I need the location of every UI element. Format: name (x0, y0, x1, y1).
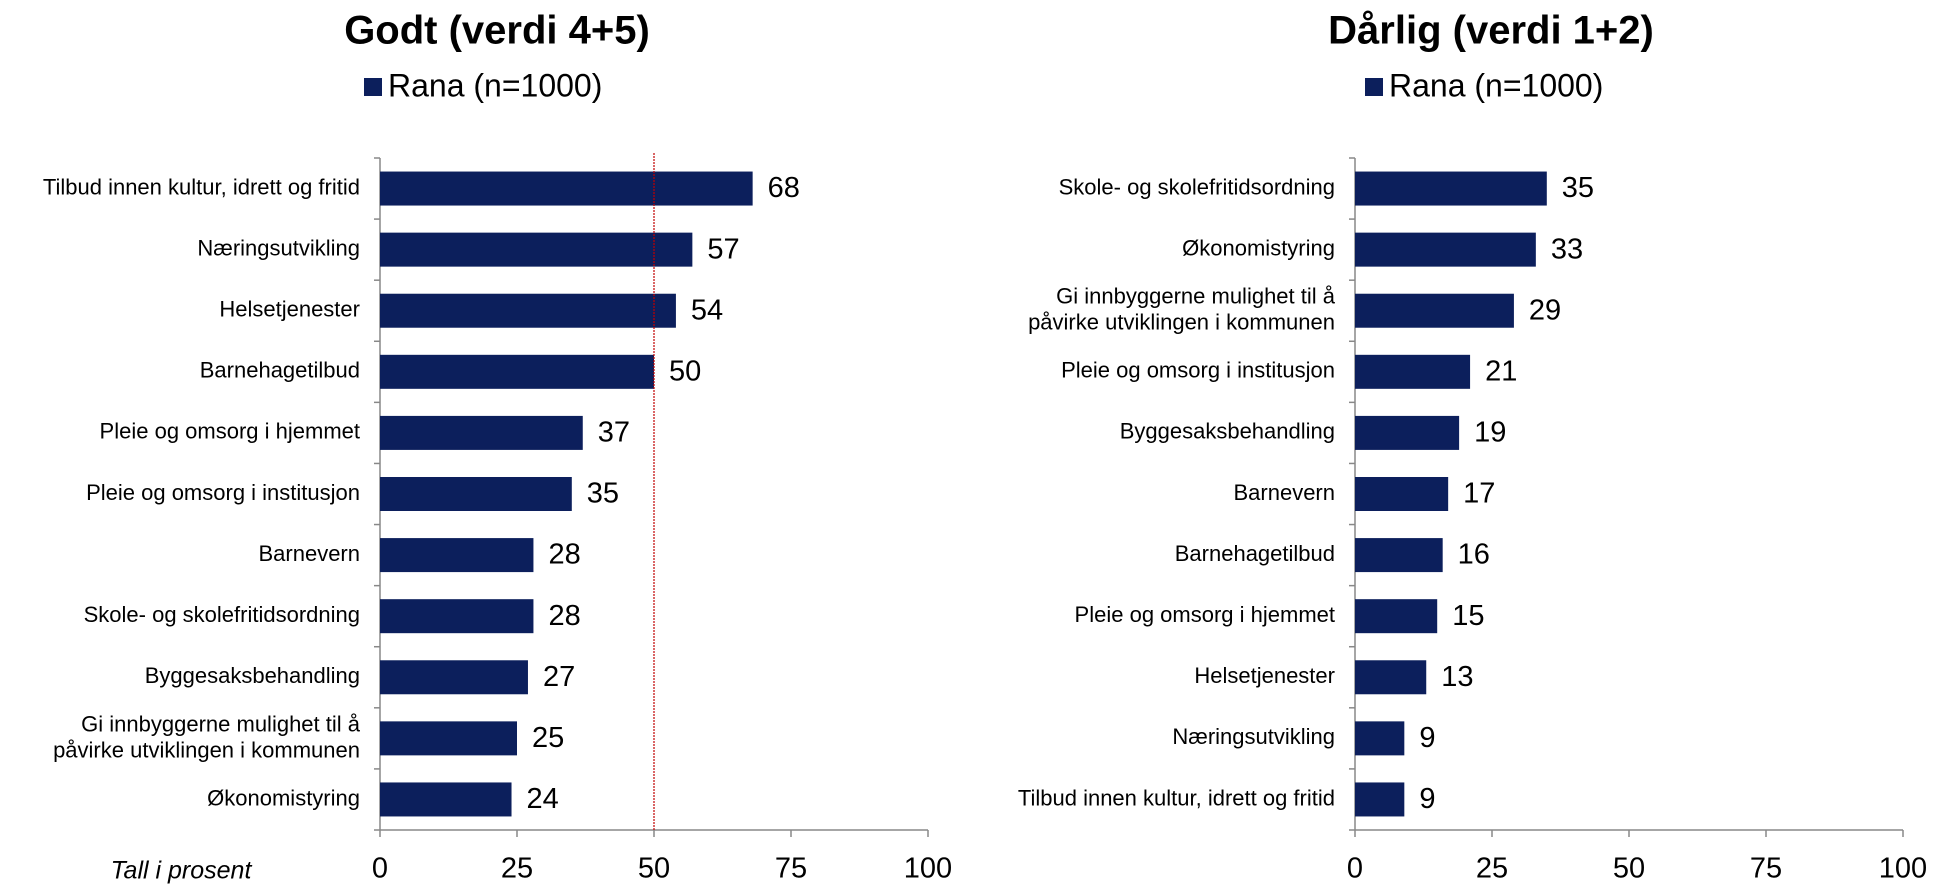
value-label: 68 (768, 172, 800, 204)
bar (380, 599, 534, 634)
x-tick-label: 50 (638, 853, 670, 885)
category-label: Næringsutvikling (1172, 724, 1335, 749)
category-label: Byggesaksbehandling (145, 663, 360, 688)
bar (380, 782, 512, 817)
bar (380, 660, 528, 695)
x-tick-label: 100 (1879, 853, 1927, 885)
value-label: 19 (1474, 417, 1506, 449)
category-label: Pleie og omsorg i hjemmet (100, 419, 360, 444)
bar (1355, 415, 1460, 450)
x-tick-label: 0 (372, 853, 388, 885)
category-label: Pleie og omsorg i institusjon (86, 480, 360, 505)
bar (380, 477, 572, 511)
bar (1355, 782, 1405, 817)
value-label: 24 (527, 783, 559, 815)
value-label: 37 (598, 417, 630, 449)
bar (1355, 293, 1514, 328)
value-label: 29 (1529, 294, 1561, 326)
x-tick-label: 25 (1476, 853, 1508, 885)
category-label: Helsetjenester (1194, 663, 1335, 688)
category-label: Økonomistyring (1182, 235, 1335, 260)
x-tick-label: 75 (775, 853, 807, 885)
value-label: 13 (1441, 661, 1473, 693)
bar (1355, 538, 1443, 573)
category-label: Økonomistyring (207, 785, 360, 810)
category-label: Barnehagetilbud (1175, 541, 1335, 566)
category-label: Tilbud innen kultur, idrett og fritid (1018, 785, 1335, 810)
value-label: 9 (1419, 783, 1435, 815)
bar (380, 171, 753, 206)
x-tick-label: 75 (1750, 853, 1782, 885)
x-tick-label: 25 (501, 853, 533, 885)
category-label: Tilbud innen kultur, idrett og fritid (43, 174, 360, 199)
bar (380, 415, 583, 450)
value-label: 33 (1551, 233, 1583, 265)
legend-label: Rana (n=1000) (388, 67, 602, 103)
chart-title: Godt (verdi 4+5) (344, 9, 650, 53)
bar (1355, 232, 1536, 267)
bar (1355, 721, 1405, 756)
chart-title: Dårlig (verdi 1+2) (1328, 9, 1654, 53)
bar (380, 538, 534, 573)
bar (1355, 599, 1438, 634)
x-tick-label: 100 (904, 853, 952, 885)
value-label: 27 (543, 661, 575, 693)
value-label: 57 (707, 233, 739, 265)
bar (380, 293, 676, 328)
category-label: Skole- og skolefritidsordning (84, 602, 360, 627)
value-label: 28 (548, 539, 580, 571)
x-tick-label: 50 (1613, 853, 1645, 885)
bar (380, 232, 693, 267)
bar (380, 354, 654, 389)
value-label: 35 (1562, 172, 1594, 204)
category-label: Gi innbyggerne mulighet til å påvirke utv… (1028, 284, 1336, 335)
x-tick-label: 0 (1347, 853, 1363, 885)
legend-swatch (364, 78, 382, 96)
category-label: Barnehagetilbud (200, 358, 360, 383)
category-label: Næringsutvikling (197, 235, 360, 260)
bar (1355, 171, 1547, 206)
bar (1355, 660, 1427, 695)
category-label: Byggesaksbehandling (1120, 419, 1335, 444)
value-label: 50 (669, 355, 701, 387)
value-label: 21 (1485, 355, 1517, 387)
annotation: Tall i prosent (111, 857, 253, 885)
category-label: Gi innbyggerne mulighet til å påvirke utv… (53, 711, 361, 762)
value-label: 28 (548, 600, 580, 632)
value-label: 9 (1419, 722, 1435, 754)
value-label: 35 (587, 478, 619, 510)
category-label: Barnevern (258, 541, 360, 566)
value-label: 17 (1463, 478, 1495, 510)
bar (1355, 477, 1449, 511)
legend-swatch (1365, 78, 1383, 96)
category-label: Pleie og omsorg i institusjon (1061, 358, 1335, 383)
category-label: Barnevern (1233, 480, 1335, 505)
category-label: Helsetjenester (219, 297, 360, 322)
value-label: 25 (532, 722, 564, 754)
legend-label: Rana (n=1000) (1389, 67, 1603, 103)
value-label: 15 (1452, 600, 1484, 632)
bar (380, 721, 517, 756)
bar (1355, 354, 1471, 389)
category-label: Pleie og omsorg i hjemmet (1075, 602, 1335, 627)
value-label: 54 (691, 294, 723, 326)
category-label: Skole- og skolefritidsordning (1059, 174, 1335, 199)
value-label: 16 (1458, 539, 1490, 571)
